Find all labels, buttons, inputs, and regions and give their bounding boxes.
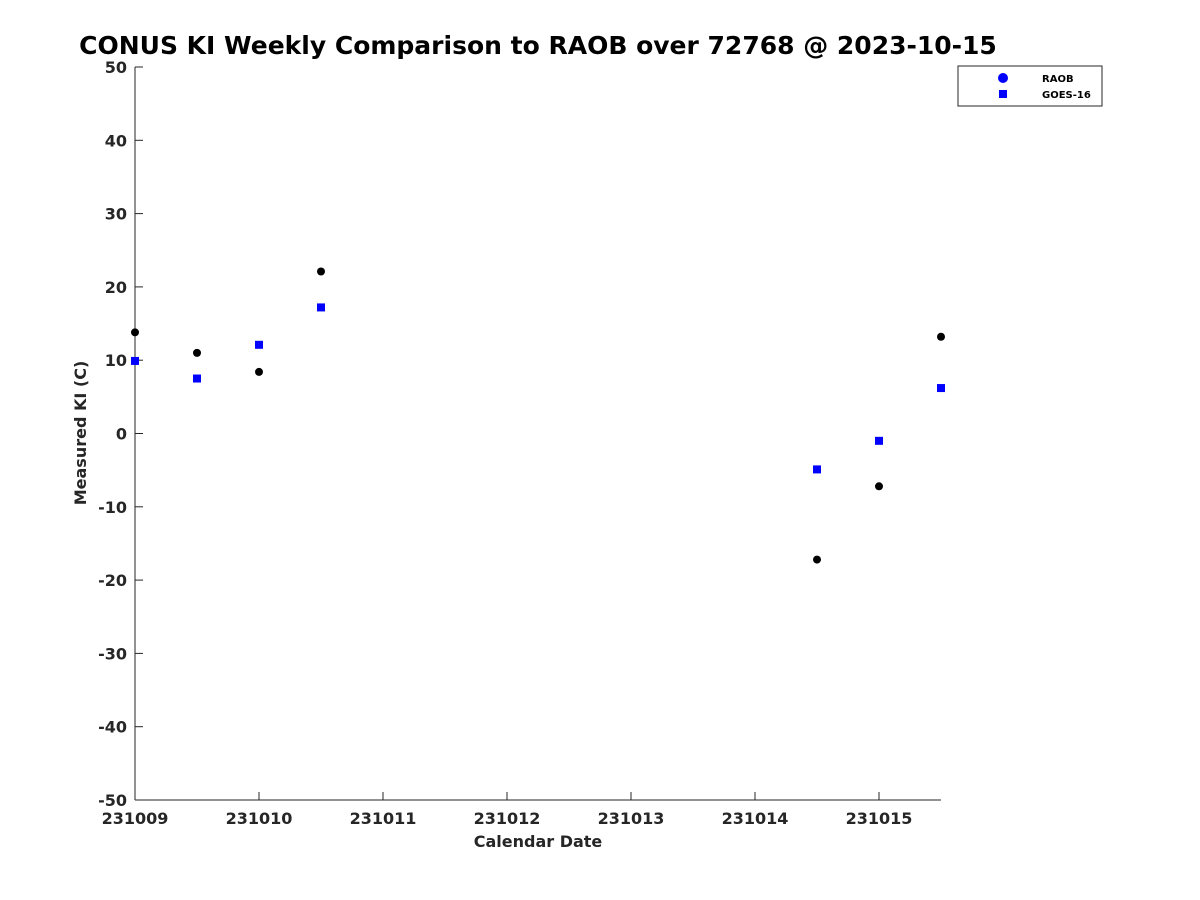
legend-raob-marker (998, 73, 1008, 83)
goes16-point (255, 340, 263, 349)
raob-point (193, 348, 201, 357)
raob-point (255, 367, 263, 376)
y-tick-label: -10 (98, 498, 127, 517)
y-tick-label: 50 (105, 58, 127, 77)
x-tick-label: 231010 (226, 809, 293, 828)
y-tick-label: 30 (105, 205, 127, 224)
x-tick-label: 231013 (598, 809, 665, 828)
y-tick-label: -40 (98, 718, 127, 737)
goes16-point (813, 465, 821, 474)
raob-point (317, 267, 325, 276)
raob-point (131, 328, 139, 337)
goes16-point (131, 356, 139, 365)
x-tick-label: 231012 (474, 809, 541, 828)
legend-goes16-marker (999, 90, 1007, 98)
y-tick-label: 0 (116, 425, 127, 444)
chart-title: CONUS KI Weekly Comparison to RAOB over … (79, 31, 997, 60)
x-tick-label: 231015 (846, 809, 913, 828)
y-tick-label: 40 (105, 131, 127, 150)
raob-point (813, 555, 821, 564)
raob-point (937, 332, 945, 341)
x-tick-label: 231011 (350, 809, 417, 828)
legend-label: GOES-16 (1042, 90, 1091, 101)
y-tick-label: -30 (98, 644, 127, 663)
y-tick-label: 20 (105, 278, 127, 297)
legend-box (957, 65, 1103, 107)
legend: RAOB GOES-16 (957, 65, 1103, 107)
goes16-point (317, 303, 325, 312)
x-axis-label: Calendar Date (474, 832, 603, 851)
raob-point (875, 482, 883, 491)
goes16-point (937, 384, 945, 393)
x-tick-label: 231014 (722, 809, 789, 828)
y-axis-label: Measured KI (C) (71, 361, 90, 506)
y-tick-label: -50 (98, 791, 127, 810)
legend-label: RAOB (1042, 74, 1074, 85)
y-tick-label: -20 (98, 571, 127, 590)
goes16-point (875, 436, 883, 445)
goes16-point (193, 374, 201, 383)
y-tick-label: 10 (105, 351, 127, 370)
plot-area: -50 -40 -30 -20 -10 0 10 20 30 40 50 231009 231010 23… (98, 58, 945, 828)
x-tick-label: 231009 (102, 809, 169, 828)
